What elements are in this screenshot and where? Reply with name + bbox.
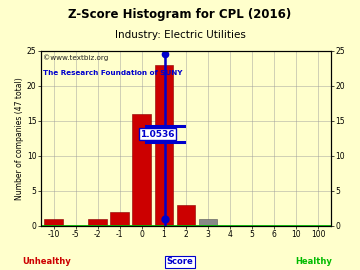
Bar <box>132 114 151 226</box>
Bar <box>176 205 195 226</box>
Bar <box>199 219 217 226</box>
Bar <box>44 219 63 226</box>
Y-axis label: Number of companies (47 total): Number of companies (47 total) <box>15 77 24 200</box>
Text: Score: Score <box>167 257 193 266</box>
Bar <box>89 219 107 226</box>
Text: ©www.textbiz.org: ©www.textbiz.org <box>44 54 109 61</box>
Text: Healthy: Healthy <box>295 257 332 266</box>
Text: Industry: Electric Utilities: Industry: Electric Utilities <box>114 30 246 40</box>
Bar <box>111 212 129 226</box>
Text: Z-Score Histogram for CPL (2016): Z-Score Histogram for CPL (2016) <box>68 8 292 21</box>
Text: The Research Foundation of SUNY: The Research Foundation of SUNY <box>44 70 183 76</box>
Text: 1.0536: 1.0536 <box>140 130 175 139</box>
Text: Unhealthy: Unhealthy <box>22 257 71 266</box>
Bar <box>154 65 173 226</box>
